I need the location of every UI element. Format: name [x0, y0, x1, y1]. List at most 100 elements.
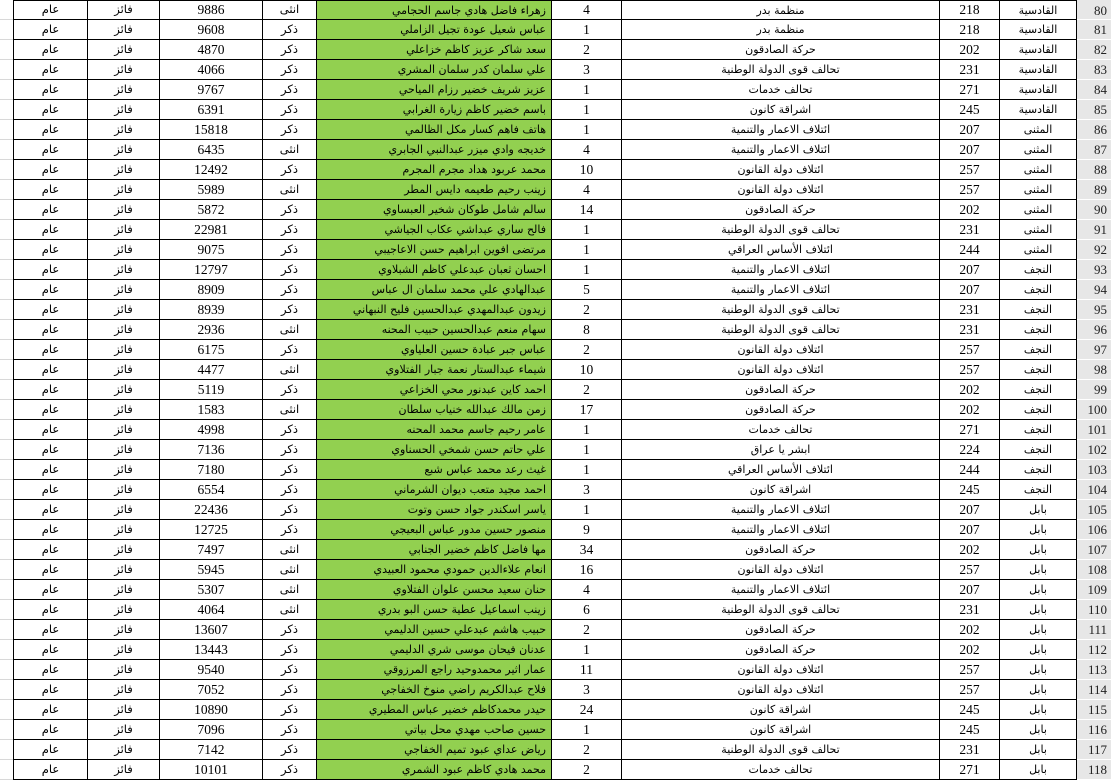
row-header[interactable]: 107	[1077, 540, 1111, 560]
cell-result-status[interactable]: فائز	[88, 600, 160, 620]
cell-result-status[interactable]: فائز	[88, 520, 160, 540]
cell-province[interactable]: القادسية	[1000, 20, 1077, 40]
cell-party-number[interactable]: 231	[940, 320, 1000, 340]
cell-province[interactable]: القادسية	[1000, 100, 1077, 120]
cell-gender[interactable]: انثى	[263, 560, 317, 580]
cell-party-number[interactable]: 202	[940, 620, 1000, 640]
cell-result-status[interactable]: فائز	[88, 60, 160, 80]
cell-votes[interactable]: 5307	[160, 580, 263, 600]
cell-candidate-number[interactable]: 1	[552, 440, 622, 460]
cell-seat-type[interactable]: عام	[13, 420, 88, 440]
cell-party-name[interactable]: منظمة بدر	[622, 20, 940, 40]
cell-province[interactable]: المثنى	[1000, 240, 1077, 260]
cell-party-name[interactable]: حركة الصادقون	[622, 200, 940, 220]
cell-seat-type[interactable]: عام	[13, 640, 88, 660]
cell-gender[interactable]: انثى	[263, 400, 317, 420]
cell-seat-type[interactable]: عام	[13, 140, 88, 160]
cell-seat-type[interactable]: عام	[13, 740, 88, 760]
cell-province[interactable]: بابل	[1000, 720, 1077, 740]
cell-candidate-name[interactable]: خديجه وادي ميزر عبدالنبي الجابري	[317, 140, 552, 160]
cell-party-number[interactable]: 202	[940, 640, 1000, 660]
cell-gender[interactable]: ذكر	[263, 40, 317, 60]
cell-party-name[interactable]: تحالف خدمات	[622, 80, 940, 100]
cell-party-name[interactable]: ائتلاف الاعمار والتنمية	[622, 120, 940, 140]
cell-seat-type[interactable]: عام	[13, 380, 88, 400]
cell-party-number[interactable]: 257	[940, 160, 1000, 180]
cell-province[interactable]: القادسية	[1000, 40, 1077, 60]
cell-province[interactable]: بابل	[1000, 680, 1077, 700]
row-header[interactable]: 84	[1077, 80, 1111, 100]
cell-party-number[interactable]: 245	[940, 100, 1000, 120]
cell-gender[interactable]: ذكر	[263, 760, 317, 780]
row-header[interactable]: 111	[1077, 620, 1111, 640]
cell-candidate-name[interactable]: حيدر محمدكاظم خضير عباس المطيري	[317, 700, 552, 720]
cell-candidate-number[interactable]: 2	[552, 340, 622, 360]
cell-party-number[interactable]: 207	[940, 580, 1000, 600]
cell-result-status[interactable]: فائز	[88, 400, 160, 420]
cell-seat-type[interactable]: عام	[13, 60, 88, 80]
cell-result-status[interactable]: فائز	[88, 700, 160, 720]
cell-party-number[interactable]: 231	[940, 220, 1000, 240]
cell-province[interactable]: النجف	[1000, 460, 1077, 480]
cell-gender[interactable]: ذكر	[263, 440, 317, 460]
cell-candidate-name[interactable]: حبيب هاشم عبدعلي حسين الدليمي	[317, 620, 552, 640]
cell-gender[interactable]: ذكر	[263, 120, 317, 140]
cell-gender[interactable]: ذكر	[263, 740, 317, 760]
cell-votes[interactable]: 12725	[160, 520, 263, 540]
cell-votes[interactable]: 6391	[160, 100, 263, 120]
cell-votes[interactable]: 10890	[160, 700, 263, 720]
row-header[interactable]: 90	[1077, 200, 1111, 220]
cell-candidate-number[interactable]: 14	[552, 200, 622, 220]
cell-candidate-name[interactable]: باسم خضير كاظم زيارة الغرابي	[317, 100, 552, 120]
cell-gender[interactable]: ذكر	[263, 420, 317, 440]
cell-province[interactable]: بابل	[1000, 500, 1077, 520]
cell-seat-type[interactable]: عام	[13, 280, 88, 300]
cell-gender[interactable]: انثى	[263, 360, 317, 380]
cell-candidate-name[interactable]: عدنان فيحان موسى شري الدليمي	[317, 640, 552, 660]
row-header[interactable]: 102	[1077, 440, 1111, 460]
cell-result-status[interactable]: فائز	[88, 460, 160, 480]
cell-province[interactable]: بابل	[1000, 540, 1077, 560]
cell-party-number[interactable]: 271	[940, 760, 1000, 780]
cell-candidate-number[interactable]: 4	[552, 140, 622, 160]
cell-province[interactable]: النجف	[1000, 400, 1077, 420]
cell-votes[interactable]: 22436	[160, 500, 263, 520]
cell-province[interactable]: القادسية	[1000, 80, 1077, 100]
cell-votes[interactable]: 5989	[160, 180, 263, 200]
cell-party-number[interactable]: 244	[940, 460, 1000, 480]
cell-candidate-name[interactable]: عامر رحيم جاسم محمد المحنه	[317, 420, 552, 440]
cell-party-name[interactable]: حركة الصادقون	[622, 540, 940, 560]
cell-seat-type[interactable]: عام	[13, 580, 88, 600]
cell-candidate-number[interactable]: 34	[552, 540, 622, 560]
row-header[interactable]: 99	[1077, 380, 1111, 400]
cell-result-status[interactable]: فائز	[88, 0, 160, 20]
cell-seat-type[interactable]: عام	[13, 180, 88, 200]
cell-result-status[interactable]: فائز	[88, 420, 160, 440]
cell-candidate-number[interactable]: 17	[552, 400, 622, 420]
cell-candidate-name[interactable]: زيدون عبدالمهدي عبدالحسين فليح النبهاني	[317, 300, 552, 320]
cell-votes[interactable]: 9886	[160, 0, 263, 20]
cell-votes[interactable]: 8939	[160, 300, 263, 320]
cell-party-name[interactable]: تحالف قوى الدولة الوطنية	[622, 740, 940, 760]
cell-gender[interactable]: ذكر	[263, 660, 317, 680]
cell-result-status[interactable]: فائز	[88, 540, 160, 560]
cell-seat-type[interactable]: عام	[13, 360, 88, 380]
cell-candidate-name[interactable]: احمد كاين عبدنور محي الخزاعي	[317, 380, 552, 400]
cell-gender[interactable]: ذكر	[263, 20, 317, 40]
cell-result-status[interactable]: فائز	[88, 300, 160, 320]
cell-party-name[interactable]: تحالف قوى الدولة الوطنية	[622, 60, 940, 80]
cell-candidate-number[interactable]: 3	[552, 480, 622, 500]
cell-gender[interactable]: ذكر	[263, 640, 317, 660]
cell-party-number[interactable]: 231	[940, 300, 1000, 320]
cell-seat-type[interactable]: عام	[13, 200, 88, 220]
cell-votes[interactable]: 22981	[160, 220, 263, 240]
cell-candidate-number[interactable]: 2	[552, 740, 622, 760]
cell-party-number[interactable]: 218	[940, 0, 1000, 20]
cell-result-status[interactable]: فائز	[88, 120, 160, 140]
cell-party-number[interactable]: 257	[940, 180, 1000, 200]
cell-seat-type[interactable]: عام	[13, 700, 88, 720]
cell-result-status[interactable]: فائز	[88, 80, 160, 100]
cell-gender[interactable]: ذكر	[263, 520, 317, 540]
row-header[interactable]: 93	[1077, 260, 1111, 280]
cell-seat-type[interactable]: عام	[13, 0, 88, 20]
